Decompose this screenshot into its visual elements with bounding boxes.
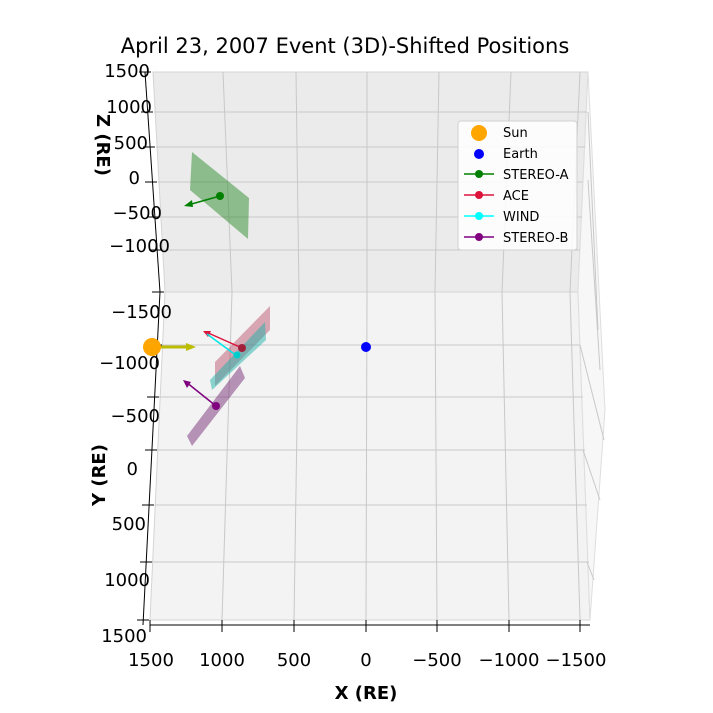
- wind-point: [233, 351, 241, 359]
- y-tick-label: −500: [111, 406, 160, 427]
- legend-marker-stereo-b: [475, 233, 483, 241]
- z-axis-label: Z (RE): [92, 114, 113, 176]
- gridline: [221, 291, 233, 621]
- y-tick-label: −1000: [99, 353, 160, 374]
- x-axis-label: X (RE): [335, 683, 398, 704]
- z-tick-labels: 1500 1000 500 0 −500 −1000: [104, 61, 170, 257]
- z-tick-label: 500: [114, 133, 148, 154]
- z-tick-label: −500: [113, 203, 162, 224]
- x-tick-label: −1000: [479, 650, 540, 671]
- legend-label-earth: Earth: [503, 147, 538, 162]
- legend-label-sun: Sun: [503, 126, 528, 141]
- legend-marker-ace: [475, 191, 483, 199]
- gridline: [587, 179, 601, 371]
- earth-point: [361, 342, 371, 352]
- gridline: [569, 291, 581, 621]
- gridline: [295, 71, 300, 293]
- x-tick-label: 500: [277, 650, 311, 671]
- gridline: [582, 449, 601, 501]
- y-tick-label: 1500: [101, 626, 147, 647]
- z-tick-label: 0: [129, 168, 140, 189]
- y-tick-label: 0: [127, 459, 138, 480]
- stereo-a-arrow: [187, 195, 221, 206]
- x-tick-labels: 1500 1000 500 0 −500 −1000 −1500: [128, 650, 606, 671]
- stereo-a-arrowhead: [184, 200, 193, 207]
- gridline: [434, 291, 438, 621]
- legend-marker-stereo-a: [475, 170, 483, 178]
- legend-marker-wind: [475, 212, 483, 220]
- gridline: [501, 291, 510, 621]
- y-axis-label: Y (RE): [89, 444, 110, 507]
- y-tick-label: 500: [112, 514, 146, 535]
- legend-label-ace: ACE: [503, 189, 529, 204]
- x-tick-label: −1500: [546, 650, 607, 671]
- sun-point: [143, 338, 161, 356]
- ace-arrow: [205, 331, 243, 349]
- stereo-b-arrow: [185, 381, 217, 407]
- right-side-panel: [577, 71, 606, 621]
- x-tick-label: 0: [360, 650, 371, 671]
- legend-marker-sun: [471, 125, 487, 141]
- ace-point: [238, 344, 246, 352]
- legend: Sun Earth STEREO-A ACE WIND STEREO-B: [457, 120, 578, 251]
- x-tick-label: −500: [412, 650, 461, 671]
- y-tick-labels: −1500 −1000 −500 0 500 1000 1500: [99, 302, 172, 647]
- legend-marker-earth: [474, 149, 484, 159]
- y-tick-label: 1000: [104, 570, 150, 591]
- z-tick-label: 1500: [104, 61, 150, 82]
- gridline: [293, 291, 300, 621]
- gridline: [587, 111, 599, 331]
- chart-title: April 23, 2007 Event (3D)-Shifted Positi…: [121, 34, 570, 58]
- stereo-a-point: [216, 192, 224, 200]
- legend-box: [457, 120, 578, 251]
- x-tick-label: 1000: [199, 650, 245, 671]
- legend-label-stereo-b: STEREO-B: [503, 231, 568, 246]
- z-tick-label: 1000: [106, 97, 152, 118]
- stereo-b-arrowhead: [183, 380, 191, 388]
- gridline: [434, 71, 440, 293]
- gridline: [586, 561, 595, 581]
- data-marks: [143, 152, 371, 446]
- y-tick-label: −1500: [111, 302, 172, 323]
- legend-label-stereo-a: STEREO-A: [503, 168, 569, 183]
- stereo-b-point: [212, 402, 220, 410]
- x-tick-label: 1500: [128, 650, 174, 671]
- z-tick-label: −1000: [109, 236, 170, 257]
- legend-label-wind: WIND: [503, 210, 539, 225]
- sun-arrowhead: [186, 343, 196, 351]
- gridline: [579, 344, 605, 441]
- wind-arrow: [206, 333, 238, 357]
